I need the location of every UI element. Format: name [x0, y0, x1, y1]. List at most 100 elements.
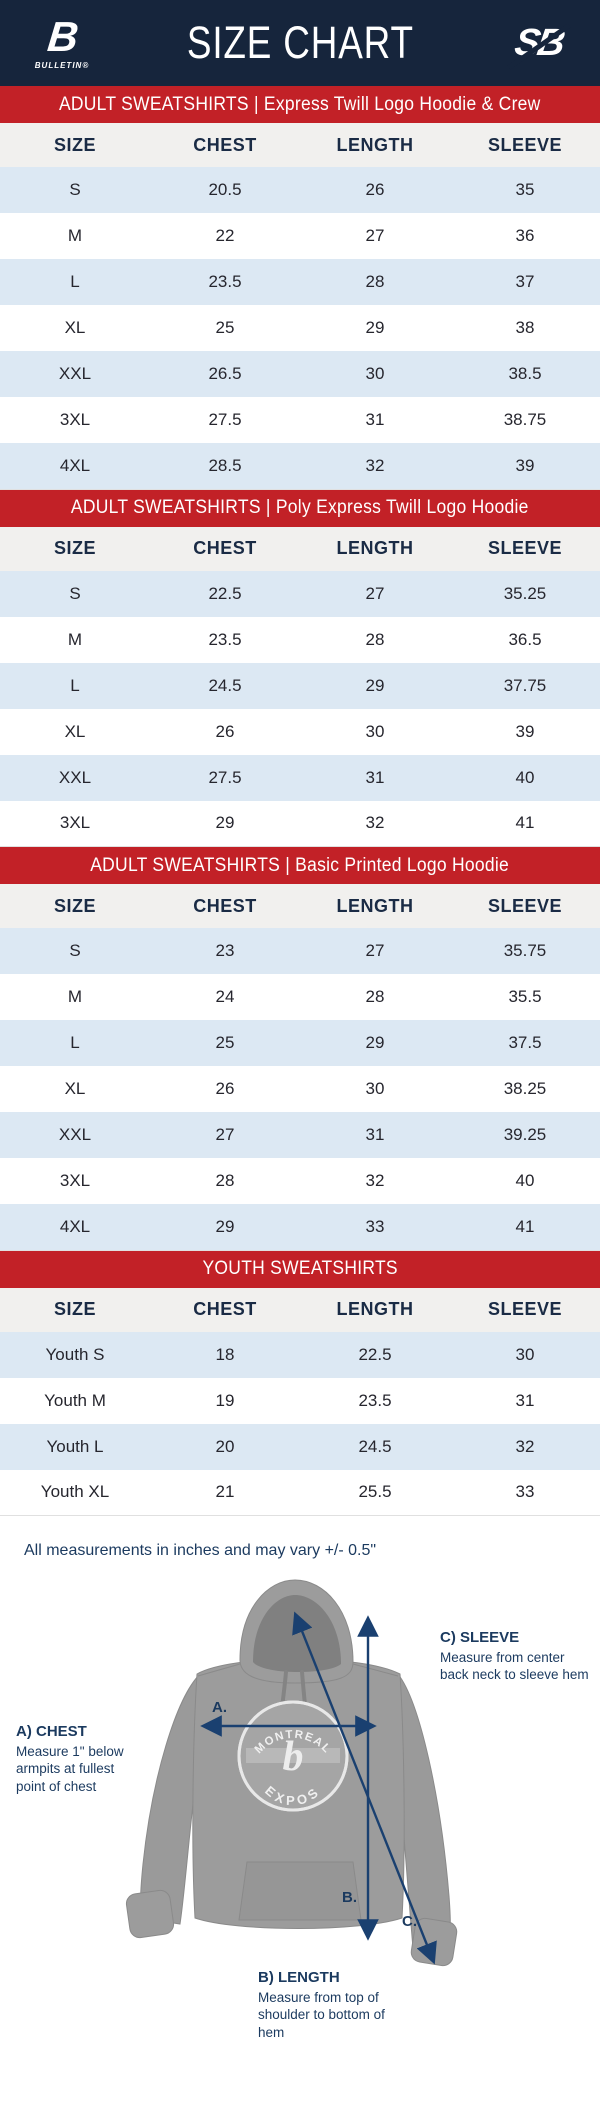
section-banner: ADULT SWEATSHIRTS | Basic Printed Logo H…: [0, 847, 600, 884]
size-cell: Youth M: [0, 1377, 150, 1424]
measure-cell: 22.5: [150, 570, 300, 617]
size-cell: 3XL: [0, 397, 150, 443]
measure-cell: 20.5: [150, 167, 300, 213]
chest-callout-desc: Measure 1" below armpits at fullest poin…: [16, 1743, 124, 1794]
measure-cell: 40: [450, 1158, 600, 1204]
measure-cell: 37.5: [450, 1020, 600, 1066]
measure-cell: 20: [150, 1423, 300, 1470]
size-table-poly-express-twill: SIZE CHEST LENGTH SLEEVE S 22.5 27 35.25 M 23.5 28…: [0, 526, 600, 847]
column-header-length: LENGTH: [300, 123, 450, 167]
size-row-xl: XL 25 29 38: [0, 305, 600, 351]
size-row-4xl: 4XL 28.5 32 39: [0, 443, 600, 490]
column-header-row: SIZE CHEST LENGTH SLEEVE: [0, 1287, 600, 1332]
size-row-xl: XL 26 30 38.25: [0, 1066, 600, 1112]
measure-cell: 18: [150, 1331, 300, 1378]
size-row-xl: XL 26 30 39: [0, 708, 600, 755]
size-cell: 3XL: [0, 800, 150, 847]
measure-cell: 26.5: [150, 351, 300, 397]
measurement-note: All measurements in inches and may vary …: [24, 1542, 377, 1559]
size-cell: XXL: [0, 351, 150, 397]
size-cell: L: [0, 259, 150, 305]
size-cell: XL: [0, 1066, 150, 1112]
column-header-sleeve: SLEEVE: [450, 884, 600, 928]
measure-cell: 31: [450, 1377, 600, 1424]
hoodie-illustration: b MONTREAL EXPOS: [125, 1579, 458, 1967]
size-row-4xl: 4XL 29 33 41: [0, 1204, 600, 1251]
measure-cell: 28: [300, 616, 450, 663]
measure-cell: 35.25: [450, 570, 600, 617]
section-banner-text: ADULT SWEATSHIRTS | Poly Express Twill L…: [71, 497, 529, 518]
measure-cell: 33: [300, 1204, 450, 1251]
size-cell: S: [0, 167, 150, 213]
size-cell: L: [0, 662, 150, 709]
column-header-chest: CHEST: [150, 526, 300, 571]
measure-cell: 37.75: [450, 662, 600, 709]
length-callout: B) LENGTH Measure from top of shoulder t…: [258, 1968, 388, 2041]
measure-cell: 28: [300, 259, 450, 305]
measure-cell: 31: [300, 397, 450, 443]
measure-cell: 23.5: [150, 616, 300, 663]
measure-cell: 27: [300, 570, 450, 617]
measure-cell: 39: [450, 708, 600, 755]
size-cell: Youth L: [0, 1423, 150, 1470]
measure-cell: 25: [150, 1020, 300, 1066]
size-cell: S: [0, 928, 150, 974]
column-header-size: SIZE: [0, 123, 150, 167]
measure-cell: 22.5: [300, 1331, 450, 1378]
measure-cell: 29: [150, 1204, 300, 1251]
measurement-arrows: [200, 1611, 437, 1965]
measure-cell: 30: [300, 351, 450, 397]
measure-cell: 37: [450, 259, 600, 305]
size-row-xxl: XXL 27.5 31 40: [0, 754, 600, 801]
measure-cell: 29: [300, 305, 450, 351]
measure-cell: 27: [300, 213, 450, 259]
column-header-size: SIZE: [0, 884, 150, 928]
column-header-size: SIZE: [0, 526, 150, 571]
measure-cell: 35: [450, 167, 600, 213]
section-basic-printed: ADULT SWEATSHIRTS | Basic Printed Logo H…: [0, 847, 600, 1251]
measure-cell: 24.5: [300, 1423, 450, 1470]
size-row-xxl: XXL 26.5 30 38.5: [0, 351, 600, 397]
sleeve-callout-title: C) SLEEVE: [440, 1629, 520, 1646]
measure-cell: 36.5: [450, 616, 600, 663]
column-header-row: SIZE CHEST LENGTH SLEEVE: [0, 123, 600, 167]
section-banner-text: YOUTH SWEATSHIRTS: [202, 1258, 398, 1279]
column-header-row: SIZE CHEST LENGTH SLEEVE: [0, 884, 600, 928]
size-cell: 4XL: [0, 443, 150, 490]
size-row-youth-s: Youth S 18 22.5 30: [0, 1331, 600, 1378]
size-cell: 4XL: [0, 1204, 150, 1251]
size-row-l: L 25 29 37.5: [0, 1020, 600, 1066]
chest-callout: A) CHEST Measure 1" below armpits at ful…: [16, 1722, 128, 1795]
size-table-youth: SIZE CHEST LENGTH SLEEVE Youth S 18 22.5 30 Yout…: [0, 1287, 600, 1516]
measure-cell: 28.5: [150, 443, 300, 490]
measure-cell: 32: [300, 800, 450, 847]
section-express-twill: ADULT SWEATSHIRTS | Express Twill Logo H…: [0, 86, 600, 490]
marker-b-label: B.: [342, 1889, 357, 1906]
measure-cell: 24: [150, 974, 300, 1020]
measure-cell: 32: [300, 1158, 450, 1204]
measure-cell: 27: [300, 928, 450, 974]
size-cell: S: [0, 570, 150, 617]
measure-cell: 30: [450, 1331, 600, 1378]
size-row-m: M 22 27 36: [0, 213, 600, 259]
measure-cell: 32: [300, 443, 450, 490]
measure-cell: 21: [150, 1469, 300, 1516]
measure-cell: 26: [300, 167, 450, 213]
measurement-diagram: b MONTREAL EXPOS A. B. C.: [0, 1564, 600, 2046]
sb-logo: SB: [492, 22, 584, 70]
measure-cell: 41: [450, 800, 600, 847]
hoodie-diagram-image: b MONTREAL EXPOS A. B. C.: [125, 1579, 458, 1967]
size-row-s: S 20.5 26 35: [0, 167, 600, 213]
column-header-chest: CHEST: [150, 1287, 300, 1332]
hoodie-chest-logo: b MONTREAL EXPOS: [237, 1700, 349, 1812]
measure-cell: 38.5: [450, 351, 600, 397]
length-callout-title: B) LENGTH: [258, 1969, 340, 1986]
measure-cell: 41: [450, 1204, 600, 1251]
size-cell: Youth XL: [0, 1469, 150, 1516]
section-banner: ADULT SWEATSHIRTS | Poly Express Twill L…: [0, 489, 600, 527]
size-row-3xl: 3XL 27.5 31 38.75: [0, 397, 600, 443]
section-youth: YOUTH SWEATSHIRTS SIZE CHEST LENGTH SLEEVE Y…: [0, 1250, 600, 1516]
size-cell: Youth S: [0, 1331, 150, 1378]
size-row-l: L 24.5 29 37.75: [0, 662, 600, 709]
measure-cell: 39.25: [450, 1112, 600, 1158]
